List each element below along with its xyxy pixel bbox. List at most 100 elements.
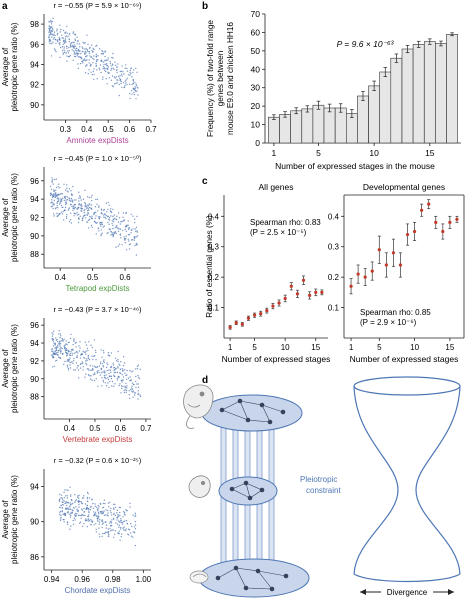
- scatter-point: [51, 354, 53, 356]
- scatter-point: [72, 343, 74, 346]
- scatter-point: [98, 206, 100, 208]
- scatter-point: [134, 244, 136, 247]
- scatter-point: [70, 525, 72, 527]
- y-tick-label: 96: [30, 177, 39, 186]
- scatter-point: [118, 217, 121, 219]
- x-axis-label: Tetrapod expDists: [65, 284, 129, 293]
- scatter-point: [134, 228, 136, 230]
- x-tick-label: 0.6: [115, 424, 127, 433]
- scatter-point: [120, 361, 122, 363]
- scatter-point: [63, 199, 65, 202]
- data-point: [252, 313, 257, 317]
- scatter-point: [79, 341, 81, 343]
- data-point: [427, 202, 431, 206]
- scatter-point: [111, 519, 113, 521]
- scatter-point: [67, 511, 70, 513]
- scatter-point: [56, 215, 58, 218]
- scatter-point: [107, 378, 110, 381]
- scatter-point: [114, 371, 117, 373]
- scatter-point: [53, 203, 55, 205]
- scatter-point: [70, 351, 72, 353]
- y-tick-label: 0.1: [328, 304, 340, 313]
- scatter-point: [103, 376, 106, 379]
- scatter-point: [66, 366, 69, 368]
- scatter-point: [51, 20, 53, 23]
- scatter-point: [63, 183, 65, 185]
- scatter-point: [105, 514, 107, 516]
- spearman-p-value: (P = 2.9 × 10⁻⁶): [360, 318, 417, 327]
- scatter-point: [125, 391, 128, 393]
- scatter-point: [86, 214, 88, 217]
- scatter-point: [137, 374, 139, 377]
- y-axis-label-line2: pleiotropic gene ratio (%): [10, 324, 19, 413]
- scatter-point: [76, 214, 79, 216]
- scatter-point: [108, 386, 110, 389]
- scatter-point: [122, 523, 124, 525]
- scatter-point: [87, 356, 89, 358]
- scatter-point: [82, 350, 84, 352]
- scatter-point: [88, 52, 91, 54]
- scatter-point: [52, 333, 54, 335]
- y-tick-label: 60: [251, 27, 261, 37]
- scatter-point: [59, 350, 62, 353]
- scatter-point: [118, 524, 121, 527]
- scatter-point: [133, 69, 135, 71]
- scatter-point: [128, 394, 130, 396]
- scatter-point: [52, 338, 55, 341]
- scatter-point: [107, 67, 109, 70]
- y-axis-label-line3: mouse E9.0 and chicken HH16: [226, 22, 235, 135]
- scatter-point: [68, 360, 70, 362]
- scatter-point: [115, 246, 117, 248]
- scatter-point: [88, 514, 90, 516]
- scatter-point: [118, 212, 120, 214]
- scatter-point: [117, 358, 119, 361]
- scatter-point: [102, 78, 104, 81]
- scatter-point: [125, 79, 127, 81]
- scatter-point: [108, 522, 111, 524]
- scatter-point: [65, 52, 68, 54]
- scatter-point: [139, 368, 141, 370]
- scatter-point: [106, 509, 109, 512]
- scatter-point: [107, 201, 110, 204]
- scatter-point: [83, 523, 85, 525]
- scatter-point: [110, 375, 113, 377]
- scatter-point: [72, 44, 74, 46]
- scatter-point: [75, 356, 78, 358]
- scatter-point: [99, 64, 102, 66]
- scatter-point: [128, 227, 130, 230]
- scatter-point: [136, 383, 138, 385]
- scatter-point: [100, 372, 103, 374]
- scatter-point: [88, 497, 91, 499]
- scatter-point: [117, 221, 120, 223]
- divergence-label-bg: [381, 585, 433, 597]
- scatter-point: [68, 50, 71, 52]
- scatter-point: [71, 205, 73, 207]
- scatter-point: [59, 198, 61, 200]
- scatter-point: [130, 213, 132, 215]
- scatter-point: [131, 390, 133, 392]
- scatter-point: [110, 365, 113, 368]
- scatter-point: [57, 349, 60, 352]
- scatter-point: [55, 349, 58, 352]
- scatter-point: [78, 500, 81, 503]
- scatter-point: [114, 503, 116, 506]
- scatter-point: [101, 523, 104, 525]
- scatter-point: [84, 214, 86, 216]
- scatter-point: [94, 365, 96, 368]
- scatter-point: [119, 74, 121, 77]
- scatter-point: [78, 203, 81, 205]
- scatter-point: [76, 508, 78, 510]
- scatter-point: [61, 511, 64, 513]
- scatter-point: [74, 494, 76, 496]
- x-tick-label: 1: [349, 343, 354, 352]
- scatter-point: [105, 70, 107, 73]
- scatter-point: [125, 378, 128, 380]
- scatter-point: [101, 519, 103, 521]
- scatter-point: [78, 345, 80, 347]
- scatter-point: [112, 67, 114, 69]
- scatter-point: [111, 514, 113, 516]
- scatter-point: [56, 346, 58, 348]
- scatter-point: [92, 369, 94, 371]
- scatter-point: [54, 38, 57, 41]
- scatter-point: [77, 496, 79, 498]
